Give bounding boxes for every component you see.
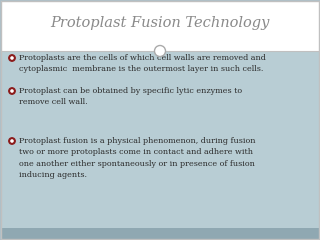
Circle shape xyxy=(10,56,14,60)
Circle shape xyxy=(9,55,15,61)
Text: Protoplast can be obtained by specific lytic enzymes to
remove cell wall.: Protoplast can be obtained by specific l… xyxy=(19,87,242,106)
Text: Protoplasts are the cells of which cell walls are removed and
cytoplasmic  membr: Protoplasts are the cells of which cell … xyxy=(19,54,266,73)
FancyBboxPatch shape xyxy=(1,1,319,51)
Circle shape xyxy=(155,46,165,56)
Circle shape xyxy=(10,89,14,93)
Circle shape xyxy=(10,139,14,143)
Text: Protoplast fusion is a physical phenomenon, during fusion
two or more protoplast: Protoplast fusion is a physical phenomen… xyxy=(19,137,255,179)
Circle shape xyxy=(9,138,15,144)
Circle shape xyxy=(9,88,15,94)
FancyBboxPatch shape xyxy=(1,51,319,228)
FancyBboxPatch shape xyxy=(1,228,319,239)
Text: Protoplast Fusion Technology: Protoplast Fusion Technology xyxy=(50,17,270,30)
